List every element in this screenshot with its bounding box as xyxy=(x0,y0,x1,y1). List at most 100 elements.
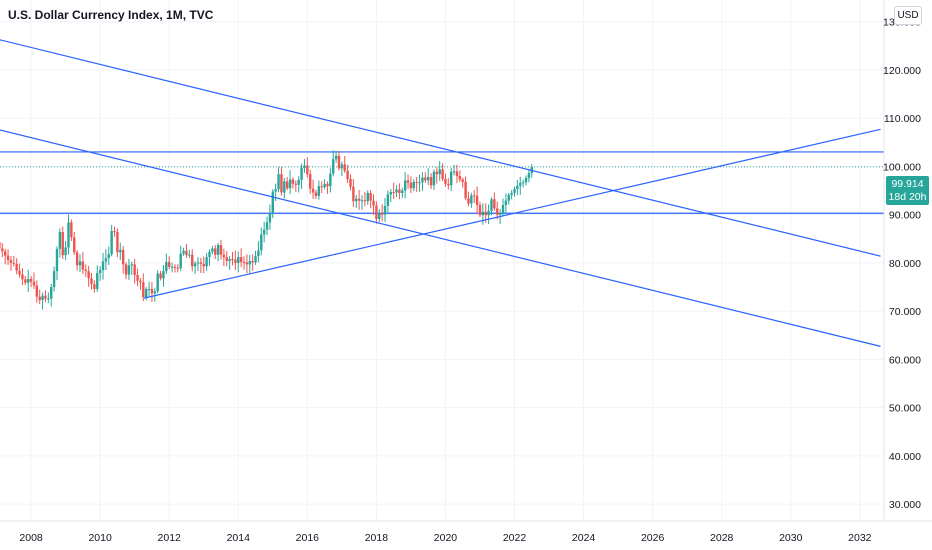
candle-body xyxy=(214,248,217,255)
candle-body xyxy=(44,295,47,299)
candle-body xyxy=(435,171,439,175)
price-axis-background xyxy=(884,0,932,550)
candle-body xyxy=(24,279,27,283)
candle-body xyxy=(78,261,82,266)
candle-body xyxy=(104,258,108,262)
candle-body xyxy=(93,284,96,289)
candle-body xyxy=(182,250,185,254)
candle-body xyxy=(398,189,401,193)
candle-body xyxy=(237,257,240,263)
candle-body xyxy=(392,191,395,193)
candle-body xyxy=(524,178,528,183)
candle-body xyxy=(323,183,326,188)
candle-body xyxy=(130,264,133,266)
candle-body xyxy=(0,242,1,249)
candle-body xyxy=(357,198,361,201)
price-tick-label: 90.000 xyxy=(889,210,921,222)
candle-body xyxy=(55,248,59,272)
bar-countdown: 18d 20h xyxy=(888,191,927,203)
candle-body xyxy=(306,165,309,175)
candle-body xyxy=(113,231,116,233)
candle-body xyxy=(168,261,171,267)
candle-body xyxy=(504,200,508,206)
candle-body xyxy=(90,278,93,285)
candle-body xyxy=(265,222,269,230)
candle-body xyxy=(35,285,39,297)
candle-body xyxy=(389,191,392,195)
candle-body xyxy=(84,269,87,272)
candle-body xyxy=(317,186,321,196)
candle-body xyxy=(464,181,467,199)
candle-body xyxy=(248,260,251,265)
candle-body xyxy=(343,164,346,171)
candle-body xyxy=(452,171,456,173)
price-tick-label: 100.000 xyxy=(883,161,921,173)
candle-body xyxy=(378,213,381,220)
candle-body xyxy=(107,254,110,259)
candle-body xyxy=(280,174,283,193)
candle-body xyxy=(185,250,188,256)
candle-body xyxy=(461,179,464,182)
candle-body xyxy=(473,195,476,197)
candle-body xyxy=(369,192,372,201)
time-tick-label: 2028 xyxy=(710,532,734,544)
time-tick-label: 2022 xyxy=(503,532,527,544)
price-axis[interactable]: 130.000120.000110.000100.00090.00080.000… xyxy=(883,17,921,511)
time-tick-label: 2010 xyxy=(88,532,112,544)
last-price-badge: 99.914 18d 20h xyxy=(886,176,929,205)
candle-body xyxy=(127,265,131,275)
candle-body xyxy=(144,288,148,298)
price-tick-label: 80.000 xyxy=(889,258,921,270)
candle-body xyxy=(519,182,522,186)
candle-body xyxy=(363,200,367,202)
candle-body xyxy=(219,245,223,255)
candle-body xyxy=(159,273,162,279)
price-tick-label: 120.000 xyxy=(883,65,921,77)
candle-body xyxy=(142,282,145,298)
candle-body xyxy=(139,280,142,283)
horizontal-levels xyxy=(0,151,884,214)
candle-body xyxy=(309,174,312,189)
candle-body xyxy=(110,231,113,255)
time-tick-label: 2024 xyxy=(572,532,596,544)
candle-body xyxy=(332,159,335,174)
candle-body xyxy=(271,191,274,214)
candle-body xyxy=(300,167,303,180)
candle-body xyxy=(47,298,50,300)
candle-body xyxy=(67,222,70,248)
candle-body xyxy=(415,181,418,183)
time-tick-label: 2016 xyxy=(296,532,320,544)
candle-body xyxy=(231,259,234,261)
candle-body xyxy=(490,199,493,211)
candle-body xyxy=(444,178,447,184)
last-price-value: 99.914 xyxy=(891,178,924,190)
time-tick-label: 2026 xyxy=(641,532,665,544)
time-tick-label: 2012 xyxy=(158,532,182,544)
candle-body xyxy=(64,247,67,256)
candle-body xyxy=(372,200,375,206)
candle-body xyxy=(216,245,220,255)
candle-body xyxy=(176,267,180,269)
candle-body xyxy=(119,249,122,253)
candle-body xyxy=(297,179,300,185)
candle-body xyxy=(311,188,315,193)
candle-body xyxy=(96,273,99,289)
candle-body xyxy=(355,198,358,202)
candle-body xyxy=(257,250,260,257)
candle-body xyxy=(6,255,10,261)
candle-body xyxy=(274,189,277,192)
currency-selector[interactable]: USD xyxy=(894,6,922,25)
time-tick-label: 2030 xyxy=(779,532,803,544)
candle-body xyxy=(521,182,525,184)
candle-body xyxy=(366,192,369,202)
candle-body xyxy=(294,183,298,185)
candle-body xyxy=(262,229,266,235)
time-axis[interactable]: 2008 2010 2012 2014 2016 2018 2020 2022 2024 2026… xyxy=(19,532,871,544)
time-tick-label: 2008 xyxy=(19,532,43,544)
candle-body xyxy=(211,248,214,252)
candle-body xyxy=(438,169,441,175)
candle-body xyxy=(401,190,404,193)
candle-body xyxy=(337,155,341,169)
candle-body xyxy=(173,266,177,268)
